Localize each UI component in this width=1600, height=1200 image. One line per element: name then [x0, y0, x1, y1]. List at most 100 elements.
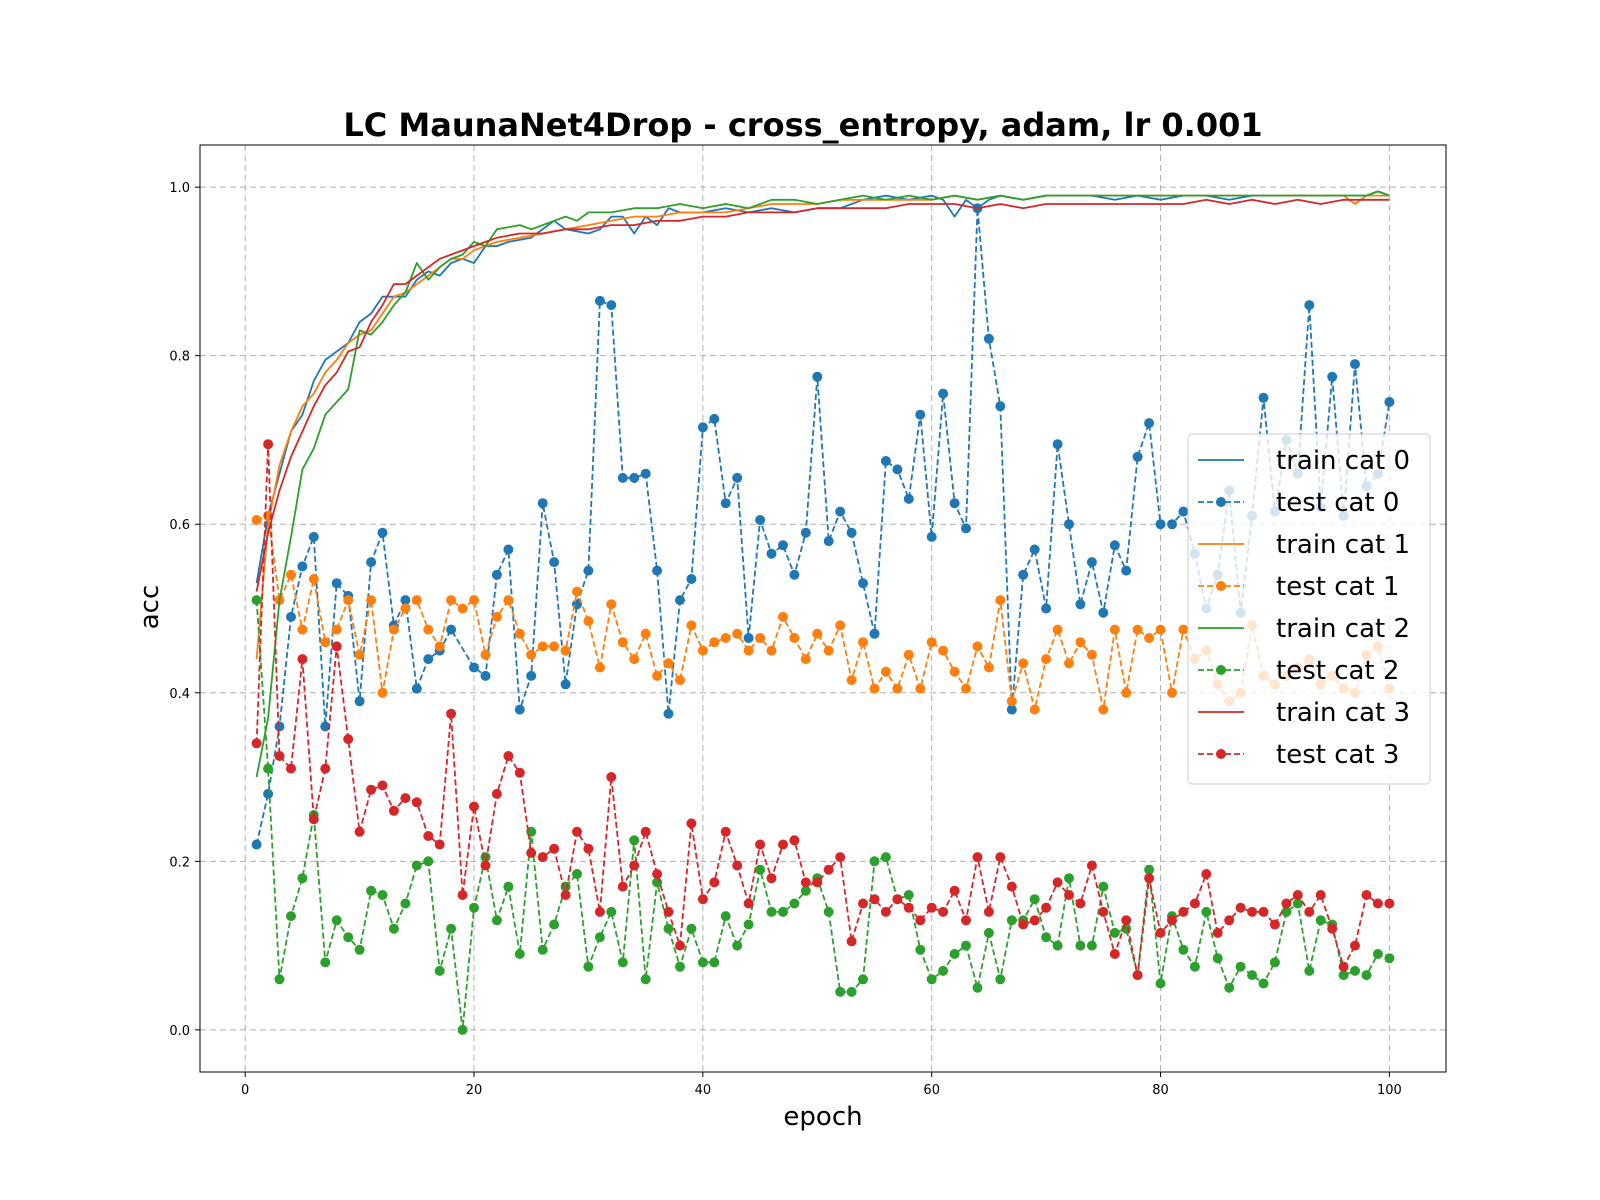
data-point: [594, 932, 605, 943]
data-point: [629, 835, 640, 846]
data-point: [869, 683, 880, 694]
data-point: [1281, 906, 1292, 917]
data-point: [560, 890, 571, 900]
data-point: [675, 675, 685, 686]
data-point: [1384, 953, 1395, 964]
data-point: [766, 548, 777, 559]
y-tick-label: 0.2: [169, 855, 190, 870]
x-tick-label: 60: [923, 1083, 940, 1098]
data-point: [938, 388, 949, 399]
data-point: [732, 628, 743, 639]
data-point: [388, 923, 399, 934]
data-point: [1121, 915, 1132, 926]
data-point: [697, 894, 708, 905]
x-axis-label: epoch: [783, 1102, 862, 1132]
data-point: [983, 333, 994, 344]
data-point: [1132, 970, 1143, 981]
data-point: [766, 645, 777, 656]
data-point: [1258, 906, 1269, 917]
data-point: [354, 826, 365, 837]
x-tick-label: 40: [695, 1083, 712, 1098]
data-point: [812, 877, 823, 888]
data-point: [1041, 654, 1052, 665]
data-point: [377, 890, 388, 900]
data-point: [652, 869, 663, 879]
data-point: [949, 498, 960, 509]
data-point: [743, 898, 754, 909]
data-point: [1052, 877, 1063, 888]
series-line: [255, 198, 1390, 592]
data-point: [663, 906, 674, 917]
data-point: [297, 561, 308, 572]
data-point: [697, 957, 708, 968]
data-point: [1304, 965, 1315, 976]
data-point: [961, 940, 971, 951]
data-point: [537, 498, 548, 509]
data-point: [423, 856, 434, 867]
data-point: [503, 544, 514, 555]
data-point: [789, 835, 800, 846]
data-point: [251, 595, 262, 606]
data-point: [640, 628, 651, 639]
data-point: [675, 961, 685, 972]
legend-label: train cat 2: [1276, 614, 1410, 644]
data-point: [823, 864, 834, 875]
data-point: [778, 611, 788, 622]
data-point: [983, 927, 994, 938]
data-point: [903, 649, 914, 660]
data-point: [1086, 557, 1097, 568]
x-tick-label: 80: [1152, 1083, 1169, 1098]
data-point: [343, 595, 354, 606]
data-point: [1315, 890, 1326, 900]
y-tick-label: 0.6: [169, 518, 190, 533]
data-point: [629, 654, 640, 665]
data-point: [1098, 704, 1109, 715]
data-point: [1372, 949, 1383, 959]
data-point: [560, 679, 571, 690]
series-train-cat-3: [255, 198, 1390, 592]
data-point: [286, 611, 296, 622]
data-point: [606, 300, 617, 311]
data-point: [366, 885, 377, 896]
data-point: [1258, 392, 1269, 403]
data-point: [423, 654, 434, 665]
data-point: [663, 923, 674, 934]
data-point: [1064, 890, 1074, 900]
data-point: [572, 826, 582, 837]
plot-frame: [199, 144, 1447, 1073]
data-point: [835, 986, 846, 997]
data-point: [480, 649, 491, 660]
data-point: [320, 637, 331, 648]
data-point: [411, 860, 422, 871]
series-test-cat-3: [251, 439, 1395, 981]
data-point: [778, 906, 788, 917]
data-point: [617, 881, 628, 892]
data-point: [1269, 957, 1280, 968]
data-point: [1029, 894, 1040, 905]
data-point: [640, 974, 651, 985]
data-point: [308, 574, 319, 584]
data-point: [1086, 940, 1097, 951]
data-point: [469, 902, 479, 913]
data-point: [1006, 915, 1017, 926]
data-point: [1167, 519, 1177, 530]
data-point: [1201, 906, 1212, 917]
data-point: [1167, 915, 1177, 926]
data-point: [1189, 898, 1200, 909]
data-point: [469, 662, 479, 673]
data-point: [858, 578, 868, 589]
data-point: [903, 890, 914, 900]
data-point: [835, 620, 846, 631]
data-point: [686, 818, 697, 829]
data-point: [1132, 624, 1143, 635]
data-point: [308, 814, 319, 825]
data-point: [1224, 915, 1235, 926]
data-point: [869, 894, 880, 905]
data-point: [594, 295, 605, 306]
data-point: [743, 633, 754, 643]
data-point: [846, 527, 857, 538]
legend-entry: test cat 2: [1198, 656, 1399, 686]
data-point: [938, 965, 949, 976]
data-point: [835, 852, 846, 863]
data-point: [1269, 919, 1280, 930]
